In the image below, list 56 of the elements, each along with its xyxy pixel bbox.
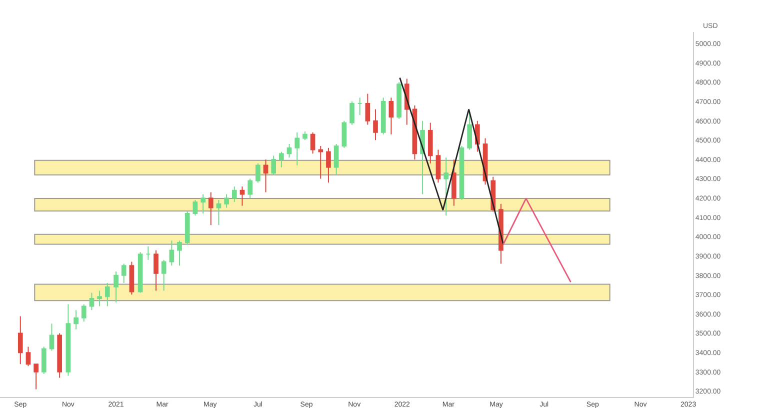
candlestick	[192, 200, 198, 216]
candlestick	[334, 144, 339, 176]
candlestick	[184, 211, 190, 245]
candlestick	[380, 97, 386, 135]
candlestick	[436, 149, 441, 184]
candlestick	[467, 112, 472, 150]
candlestick	[326, 147, 331, 184]
candlestick	[263, 158, 268, 193]
candlestick	[232, 186, 237, 202]
candlestick	[388, 97, 394, 135]
candlestick	[89, 292, 94, 311]
candlestick	[365, 93, 370, 126]
candlestick	[248, 178, 252, 199]
candlestick	[200, 194, 206, 214]
candlestick	[177, 240, 182, 266]
candlestick	[459, 145, 464, 201]
candlestick	[26, 346, 31, 367]
candlestick	[294, 132, 300, 166]
candlestick	[302, 130, 308, 141]
candlestick	[357, 97, 362, 116]
line-series	[399, 77, 504, 245]
candlestick	[81, 304, 86, 322]
candlestick	[146, 246, 151, 260]
candlestick	[49, 323, 54, 352]
candlestick	[18, 316, 23, 365]
candlestick	[114, 270, 118, 303]
candlestick	[57, 332, 62, 378]
candlestick	[318, 145, 324, 180]
candlestick	[428, 122, 433, 164]
candlestick	[396, 82, 402, 120]
candlestick	[310, 132, 316, 154]
candlestick	[34, 364, 38, 390]
candlestick	[224, 194, 229, 208]
candlestick	[240, 186, 245, 206]
candlestick	[161, 259, 166, 292]
candlestick	[350, 101, 354, 126]
candlestick	[97, 290, 102, 307]
candlestick	[255, 162, 260, 184]
candlestick	[216, 200, 222, 226]
candlestick	[271, 155, 276, 176]
candlestick	[104, 282, 110, 307]
candlestick	[286, 144, 292, 158]
candlestick	[208, 192, 214, 226]
candlestick	[66, 304, 71, 376]
candlestick	[41, 346, 46, 374]
candlestick	[121, 263, 126, 284]
candlestick	[138, 252, 143, 294]
candlestick	[373, 108, 378, 141]
candlestick	[154, 250, 158, 292]
candlestick	[129, 261, 134, 296]
candlestick	[169, 240, 174, 266]
candlestick	[342, 120, 347, 148]
candlestick	[444, 157, 448, 216]
candlestick	[279, 151, 284, 168]
candlestick	[74, 310, 78, 330]
candlestick	[451, 158, 456, 206]
